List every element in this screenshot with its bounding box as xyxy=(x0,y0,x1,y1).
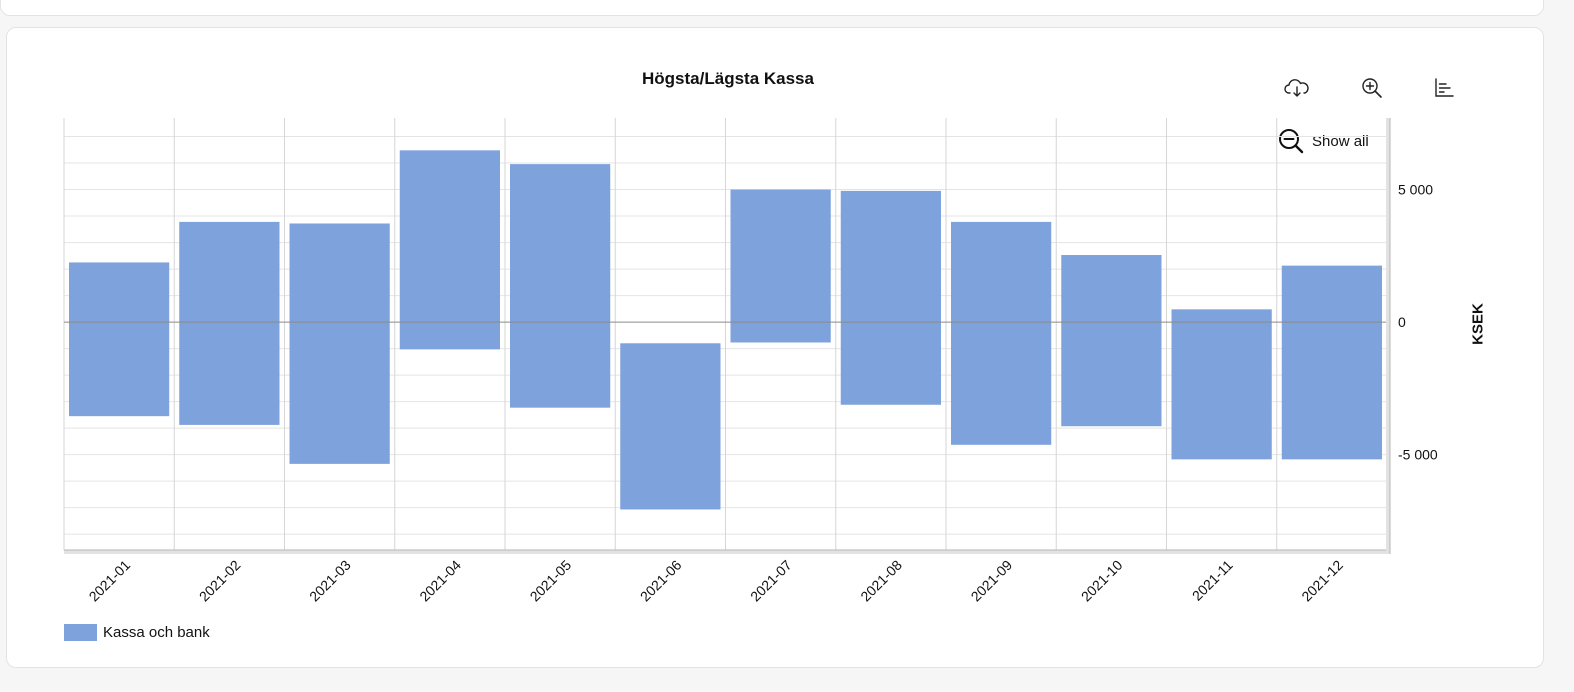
zoom-out-icon xyxy=(1279,129,1304,154)
x-tick-label: 2021-11 xyxy=(1189,557,1236,604)
x-tick-label: 2021-05 xyxy=(527,557,575,605)
chart-menu-button[interactable] xyxy=(1429,75,1459,101)
bar-2021-07 xyxy=(730,189,831,343)
x-tick-label: 2021-10 xyxy=(1078,557,1126,605)
x-tick-label: 2021-03 xyxy=(306,557,354,605)
x-tick-label: 2021-12 xyxy=(1298,557,1346,605)
x-tick-label: 2021-09 xyxy=(968,557,1016,605)
bar-2021-08 xyxy=(840,190,941,405)
bar-2021-04 xyxy=(399,150,500,350)
zoom-in-button[interactable] xyxy=(1357,75,1387,101)
bar-2021-03 xyxy=(289,223,390,464)
previous-card xyxy=(0,0,1544,16)
download-button[interactable] xyxy=(1282,75,1312,101)
chart-menu-icon xyxy=(1435,78,1454,97)
x-tick-label: 2021-04 xyxy=(416,557,464,605)
bar-2021-11 xyxy=(1171,309,1272,460)
x-tick-label: 2021-02 xyxy=(196,557,244,605)
y-axis-label: KSEK xyxy=(1469,303,1487,345)
y-tick-label: 0 xyxy=(1398,314,1406,330)
y-axis-bar xyxy=(1386,118,1390,554)
chart-title: Högsta/Lägsta Kassa xyxy=(642,69,814,88)
bar-2021-10 xyxy=(1061,255,1162,427)
bar-2021-09 xyxy=(951,221,1052,445)
x-tick-label: 2021-07 xyxy=(747,557,795,605)
bar-2021-01 xyxy=(69,262,170,417)
bar-2021-05 xyxy=(510,164,611,408)
x-tick-label: 2021-08 xyxy=(857,557,905,605)
legend-label: Kassa och bank xyxy=(103,624,210,641)
x-tick-label: 2021-06 xyxy=(637,557,685,605)
legend-item[interactable]: Kassa och bank xyxy=(64,624,210,641)
legend-swatch xyxy=(64,624,97,641)
y-tick-label: 5 000 xyxy=(1398,182,1433,198)
bar-2021-06 xyxy=(620,343,721,510)
x-tick-label: 2021-01 xyxy=(86,557,134,605)
x-axis-bar xyxy=(64,550,1387,554)
bar-2021-02 xyxy=(179,221,280,425)
bar-2021-12 xyxy=(1281,265,1382,460)
cloud-download-icon xyxy=(1284,79,1309,97)
zoom-in-icon xyxy=(1362,78,1382,98)
y-tick-label: -5 000 xyxy=(1398,447,1438,463)
